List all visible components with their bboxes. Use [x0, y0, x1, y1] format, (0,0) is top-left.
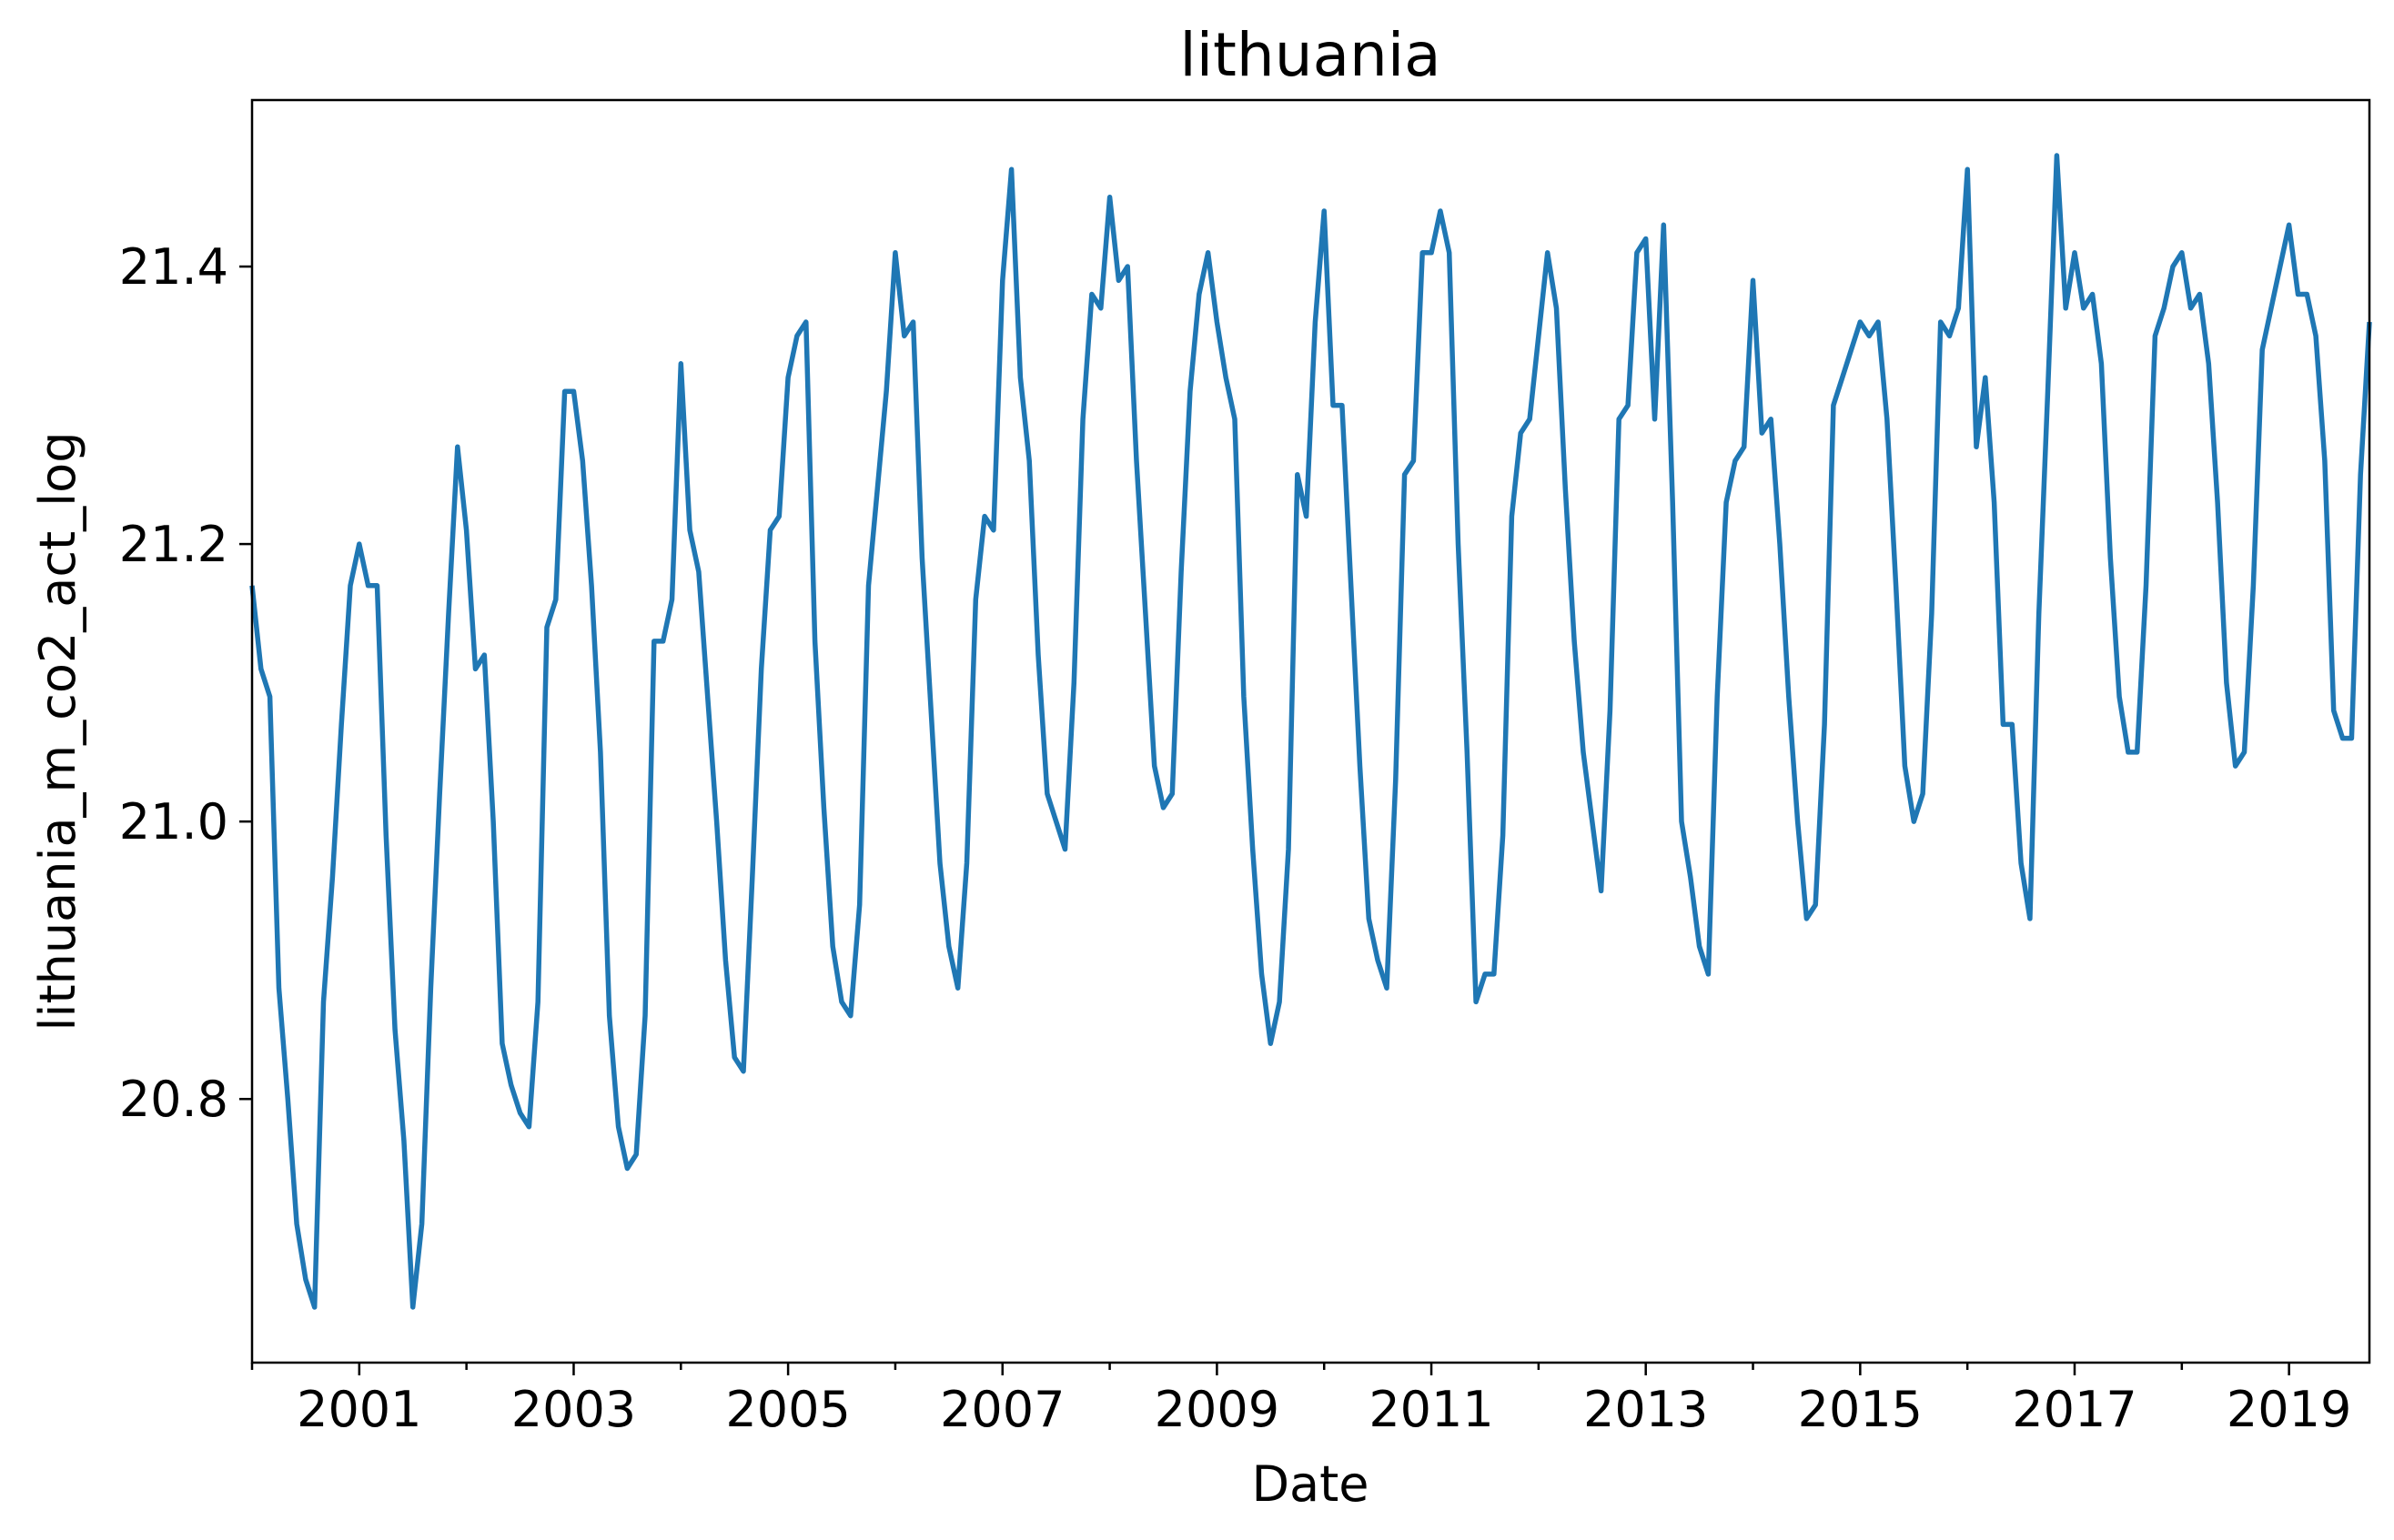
x-tick-label: 2003: [511, 1381, 636, 1438]
axes-frame: [250, 98, 2371, 1364]
x-axis-label: Date: [1251, 1455, 1369, 1513]
plot-area: [249, 153, 2372, 1310]
x-tick-label: 2019: [2227, 1381, 2351, 1438]
y-tick-label: 20.8: [119, 1071, 228, 1128]
y-tick-label: 21.2: [119, 516, 228, 573]
chart-title: lithuania: [1179, 20, 1440, 90]
x-tick-label: 2013: [1583, 1381, 1708, 1438]
x-tick-label: 2001: [297, 1381, 421, 1438]
x-tick-label: 2011: [1369, 1381, 1493, 1438]
x-tick-label: 2005: [725, 1381, 850, 1438]
y-tick-label: 21.0: [119, 793, 228, 851]
x-tick-label: 2017: [2012, 1381, 2136, 1438]
y-axis: 20.8 21.0 21.2 21.4: [119, 238, 252, 1128]
x-tick-label: 2007: [940, 1381, 1065, 1438]
x-tick-label: 2009: [1155, 1381, 1279, 1438]
y-axis-label: lithuania_m_co2_act_log: [29, 432, 86, 1032]
x-tick-label: 2015: [1798, 1381, 1923, 1438]
y-tick-label: 21.4: [119, 238, 228, 296]
series-line: [249, 153, 2372, 1310]
x-axis: 2001 2003 2005 2007 2009 2011 2013 2015 2017 2019: [250, 1363, 2351, 1438]
